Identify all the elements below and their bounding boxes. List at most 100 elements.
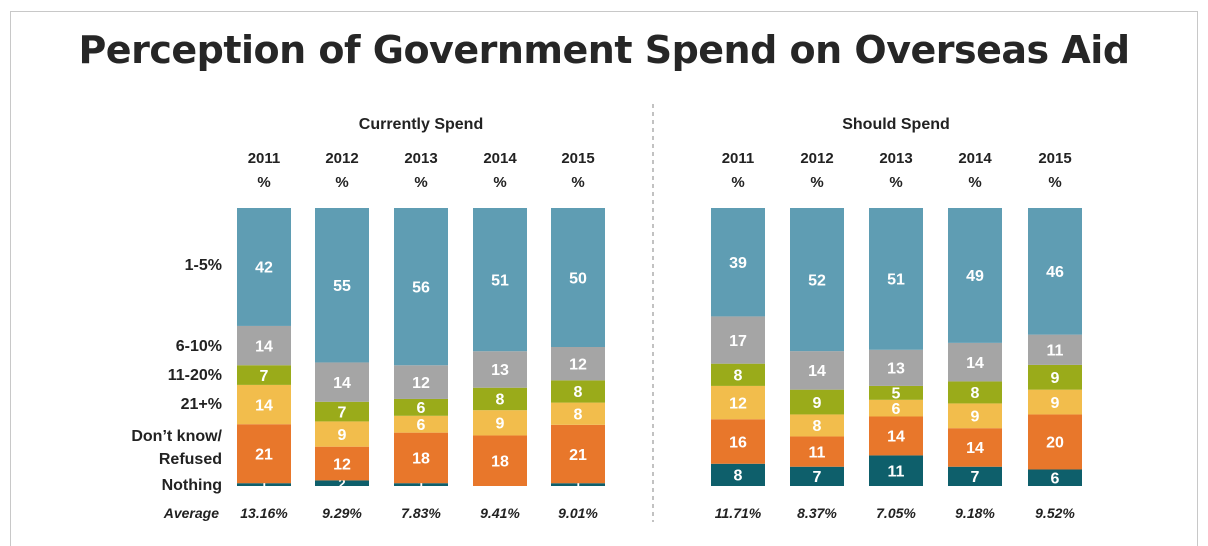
data-label: 20 — [1046, 435, 1064, 452]
data-label: 6 — [417, 400, 426, 417]
data-label: 12 — [333, 456, 351, 473]
average-value: 7.83% — [401, 505, 441, 521]
data-label: 14 — [255, 397, 273, 414]
data-label: 8 — [813, 418, 822, 435]
unit-label: % — [414, 174, 427, 191]
data-label: 52 — [808, 272, 826, 289]
bar-segment — [1028, 469, 1082, 486]
bar-segment — [551, 208, 605, 347]
bar-segment — [869, 385, 923, 400]
row-label: 21+% — [181, 396, 222, 413]
year-label: 2015 — [1038, 150, 1071, 167]
bar-segment — [1028, 389, 1082, 415]
bar-segment — [473, 435, 527, 486]
bar-segment — [948, 342, 1002, 382]
row-label: Don’t know/ — [131, 428, 222, 445]
bar-segment — [315, 480, 369, 486]
year-label: 2015 — [561, 150, 594, 167]
year-label: 2013 — [879, 150, 912, 167]
year-label: 2011 — [722, 150, 755, 167]
bar-segment — [551, 402, 605, 425]
data-label: 7 — [260, 368, 269, 385]
average-value: 7.05% — [876, 505, 916, 521]
data-label: 6 — [1051, 471, 1060, 488]
bar-segment — [237, 325, 291, 366]
data-label: 21 — [569, 447, 587, 464]
bar-segment — [473, 351, 527, 388]
data-label: 9 — [1051, 370, 1060, 387]
bar-segment — [869, 455, 923, 486]
average-value: 8.37% — [797, 505, 837, 521]
unit-label: % — [1048, 174, 1061, 191]
bar-segment — [315, 208, 369, 363]
page-title: Perception of Government Spend on Overse… — [78, 28, 1130, 72]
data-label: 9 — [1051, 395, 1060, 412]
data-label: 11 — [809, 444, 826, 461]
bar-segment — [711, 419, 765, 464]
bar-segment — [315, 362, 369, 402]
average-value: 9.52% — [1035, 505, 1075, 521]
bar-segment — [551, 347, 605, 381]
row-label: 1-5% — [185, 257, 222, 274]
data-label: 39 — [729, 255, 747, 272]
bar-segment — [790, 414, 844, 437]
unit-label: % — [257, 174, 270, 191]
year-label: 2012 — [325, 150, 358, 167]
slide-frame — [10, 11, 1198, 546]
panel-title: Should Spend — [842, 116, 950, 133]
data-label: 42 — [255, 260, 273, 277]
year-label: 2014 — [483, 150, 517, 167]
bar-segment — [711, 385, 765, 420]
bar-segment — [237, 384, 291, 425]
average-value: 13.16% — [240, 505, 288, 521]
row-label: Nothing — [162, 477, 222, 494]
bar-segment — [869, 399, 923, 417]
data-label: 12 — [412, 375, 430, 392]
bar-segment — [790, 208, 844, 352]
bar-segment — [1028, 208, 1082, 335]
data-label: 9 — [338, 427, 347, 444]
data-label: 1 — [417, 477, 424, 492]
data-label: 1 — [574, 477, 581, 492]
row-label: 11-20% — [168, 367, 222, 384]
data-label: 12 — [729, 395, 747, 412]
average-value: 9.18% — [955, 505, 995, 521]
data-label: 9 — [971, 409, 980, 426]
data-label: 13 — [887, 361, 905, 378]
unit-label: % — [493, 174, 506, 191]
bar-segment — [869, 208, 923, 350]
bar-segment — [948, 381, 1002, 404]
data-label: 8 — [574, 406, 583, 423]
average-value: 11.71% — [715, 505, 762, 521]
bar-segment — [315, 421, 369, 447]
bar-segment — [394, 398, 448, 416]
bar-segment — [711, 316, 765, 364]
bar-segment — [948, 403, 1002, 429]
data-label: 14 — [966, 440, 984, 457]
row-label: 6-10% — [176, 338, 222, 355]
average-value: 9.41% — [480, 505, 520, 521]
data-label: 6 — [892, 401, 901, 418]
bar-segment — [948, 208, 1002, 343]
data-label: 51 — [887, 272, 905, 289]
bar-segment — [711, 463, 765, 486]
data-label: 9 — [496, 416, 505, 433]
bar-segment — [1028, 334, 1082, 365]
bar-segment — [711, 363, 765, 386]
year-label: 2011 — [248, 150, 281, 167]
bar-segment — [237, 208, 291, 326]
bar-segment — [237, 483, 291, 486]
data-label: 11 — [1047, 343, 1064, 360]
bar-segment — [315, 446, 369, 481]
bar-segment — [711, 208, 765, 317]
data-label: 46 — [1046, 264, 1064, 281]
data-label: 8 — [734, 468, 743, 485]
data-label: 8 — [574, 384, 583, 401]
data-label: 1 — [260, 477, 267, 492]
data-label: 14 — [808, 363, 826, 380]
data-label: 14 — [333, 375, 351, 392]
bar-segment — [315, 401, 369, 422]
bar-segment — [394, 415, 448, 433]
data-label: 11 — [888, 463, 905, 480]
